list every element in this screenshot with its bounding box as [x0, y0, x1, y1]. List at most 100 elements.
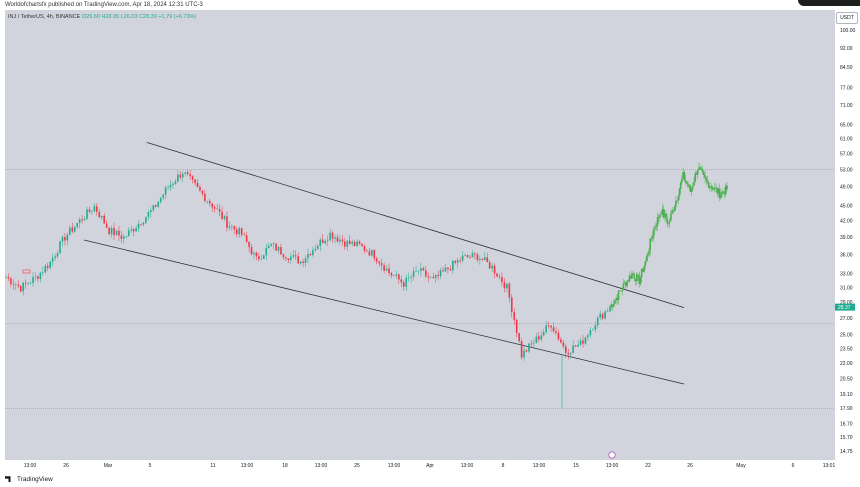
actual-body — [42, 272, 44, 273]
projection-body — [718, 188, 721, 199]
actual-body — [606, 311, 609, 312]
actual-body — [64, 237, 66, 241]
actual-body — [319, 239, 322, 246]
actual-body — [498, 276, 501, 278]
actual-candle — [69, 225, 71, 236]
actual-candle — [449, 265, 452, 271]
actual-candle — [353, 239, 356, 247]
actual-candle — [287, 258, 290, 264]
actual-candle — [535, 332, 538, 344]
actual-body — [380, 263, 383, 266]
actual-candle — [290, 252, 292, 264]
projection-body — [625, 282, 627, 287]
actual-candle — [565, 343, 567, 359]
time-tick-label: 13:00 — [315, 463, 328, 469]
projection-body — [721, 191, 723, 195]
actual-candle — [307, 248, 309, 264]
currency-badge[interactable]: USDT — [836, 12, 858, 24]
actual-body — [415, 271, 417, 272]
actual-body — [592, 329, 594, 331]
projection-body — [682, 171, 684, 179]
last-price-badge: 28.37 — [835, 303, 855, 311]
actual-body — [378, 261, 381, 264]
actual-candle — [466, 254, 469, 259]
actual-candle — [208, 198, 211, 207]
actual-candle — [601, 312, 604, 320]
price-axis[interactable] — [835, 10, 860, 470]
actual-body — [459, 260, 462, 261]
projection-body — [631, 273, 633, 279]
projection-candle — [639, 275, 642, 286]
actual-candle — [341, 235, 344, 246]
time-tick-label: 13:00 — [606, 463, 619, 469]
projection-candle — [642, 268, 644, 273]
actual-candle — [410, 274, 412, 283]
actual-candle — [520, 337, 523, 360]
actual-body — [157, 201, 160, 207]
projection-candle — [695, 170, 698, 175]
projection-body — [609, 306, 611, 308]
actual-candle — [194, 178, 196, 186]
actual-body — [449, 269, 452, 271]
projection-candle — [656, 212, 659, 231]
actual-body — [199, 187, 201, 191]
projection-candle — [718, 183, 721, 202]
projection-candle — [714, 182, 716, 193]
actual-body — [596, 317, 599, 326]
actual-candle — [120, 230, 123, 243]
corner-button[interactable] — [798, 0, 860, 6]
actual-candle — [46, 262, 49, 271]
projection-body — [618, 290, 621, 292]
actual-body — [454, 260, 457, 263]
actual-body — [17, 284, 20, 286]
actual-body — [238, 228, 241, 235]
projection-candle — [687, 180, 689, 189]
actual-body — [366, 250, 368, 252]
actual-body — [525, 350, 528, 352]
actual-body — [481, 258, 484, 260]
actual-body — [105, 223, 108, 228]
projection-body — [616, 297, 619, 301]
actual-candle — [292, 250, 295, 259]
tradingview-logo[interactable]: TradingView — [5, 476, 53, 483]
projection-body — [715, 187, 717, 189]
actual-candle — [216, 204, 218, 210]
actual-body — [51, 257, 54, 262]
projection-candle — [706, 175, 709, 185]
projection-body — [693, 181, 695, 186]
actual-body — [569, 352, 572, 355]
chart-pane[interactable] — [5, 10, 835, 470]
actual-body — [120, 235, 123, 239]
price-tick-label: 100.00 — [840, 28, 856, 34]
projection-candle — [614, 300, 616, 305]
price-tick-label: 61.00 — [840, 137, 853, 143]
time-axis[interactable] — [5, 460, 835, 470]
actual-candle — [407, 272, 410, 282]
projection-candle — [651, 230, 654, 243]
actual-body — [442, 270, 444, 272]
actual-candle — [204, 189, 206, 203]
actual-candle — [312, 246, 314, 257]
actual-candle — [159, 197, 162, 204]
actual-body — [280, 247, 282, 255]
projection-candle — [692, 182, 694, 191]
actual-candle — [459, 256, 462, 264]
actual-body — [39, 272, 42, 279]
actual-body — [154, 205, 157, 207]
actual-body — [226, 216, 228, 228]
actual-candle — [368, 247, 371, 257]
actual-candle — [461, 251, 464, 263]
actual-body — [96, 206, 98, 212]
actual-body — [565, 346, 567, 353]
actual-candle — [49, 260, 51, 270]
actual-body — [177, 174, 179, 182]
actual-candle — [258, 252, 260, 262]
actual-candle — [452, 259, 454, 274]
actual-body — [552, 327, 555, 332]
actual-body — [388, 268, 390, 274]
actual-candle — [255, 251, 258, 261]
channel-trendlines — [83, 141, 685, 385]
actual-candle — [277, 245, 280, 254]
actual-candle — [361, 243, 363, 247]
